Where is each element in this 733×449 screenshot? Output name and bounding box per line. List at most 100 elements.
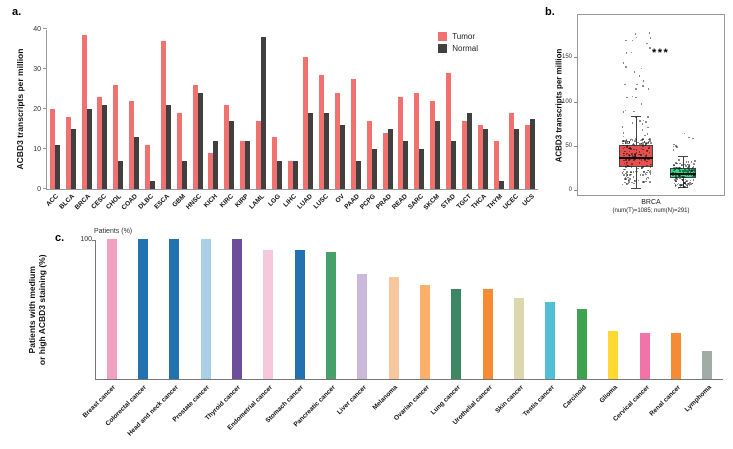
jitter-dot [692, 171, 695, 174]
jitter-dot [686, 185, 689, 187]
panel-c-slot-colorectal-cancer [127, 239, 158, 379]
panel-a-bar-tumor-prad [382, 133, 388, 189]
panel-a-bar-normal-thca [482, 129, 488, 189]
panel-a-bar-tumor-kirc [224, 105, 230, 189]
jitter-dot [679, 162, 681, 165]
jitter-dot [692, 174, 694, 177]
panel-c-slot-ovarian-cancer [409, 240, 440, 379]
jitter-dot [644, 134, 646, 137]
panel-c-bar-skin-cancer [514, 297, 525, 379]
panel-c-bar-stomach-cancer [294, 250, 305, 379]
panel-b-ytick-mark [574, 145, 577, 147]
jitter-dot [693, 169, 695, 171]
jitter-dot [631, 153, 633, 155]
jitter-dot [649, 181, 651, 183]
jitter-dot [672, 145, 675, 147]
jitter-dot [642, 165, 644, 168]
jitter-dot [648, 138, 650, 141]
jitter-dot [626, 161, 628, 164]
panel-a-bars [47, 30, 538, 189]
legend-item-normal: Normal [438, 44, 478, 53]
panel-a-bar-group-dlbc [142, 30, 158, 189]
jitter-dot [637, 153, 640, 155]
jitter-dot [638, 151, 641, 153]
jitter-dot [622, 132, 625, 134]
jitter-dot [645, 142, 647, 145]
jitter-dot [626, 183, 628, 185]
panel-a-bar-group-stad [443, 30, 459, 189]
jitter-dot [640, 143, 642, 145]
panel-a-bar-group-cesc [95, 30, 111, 189]
jitter-dot [675, 180, 677, 182]
panel-a-bar-group-laml [253, 30, 269, 189]
jitter-dot [644, 159, 646, 161]
jitter-dot [678, 168, 680, 170]
jitter-dot [634, 155, 636, 158]
jitter-dot [634, 154, 636, 156]
jitter-dot [627, 182, 630, 184]
jitter-dot [631, 181, 633, 184]
jitter-dot [627, 179, 630, 182]
jitter-dot [625, 166, 627, 168]
jitter-dot [633, 144, 636, 146]
jitter-dot [633, 182, 635, 185]
jitter-dot [683, 186, 685, 188]
panel-a-plot: 0 10 20 30 40 Tumor Normal ACC BLCA BRCA CESC CH… [33, 26, 538, 211]
jitter-dot [624, 165, 627, 168]
panel-a-bar-normal-hnsc [197, 93, 203, 189]
jitter-dot [642, 80, 645, 82]
jitter-dot [623, 154, 625, 157]
panel-c-ytick-label: 100 [80, 236, 92, 243]
jitter-dot [677, 182, 680, 185]
panel-a-xlabels: ACC BLCA BRCA CESC CHOL COAD DLBC ESCA GBM HNSC KI… [45, 191, 538, 233]
jitter-dot [684, 176, 686, 179]
jitter-dot [643, 141, 646, 143]
jitter-dot [640, 147, 642, 149]
panel-a-bar-group-kirp [237, 30, 253, 189]
jitter-dot [622, 147, 624, 150]
jitter-dot [627, 142, 629, 144]
jitter-dot [638, 143, 641, 145]
jitter-dot [638, 75, 640, 77]
panel-a-bar-group-lusc [316, 30, 332, 189]
jitter-dot [678, 166, 680, 169]
jitter-dot [679, 170, 681, 172]
jitter-dot [623, 157, 626, 159]
panel-b-label: b. [545, 6, 555, 18]
whisker-upper-tumor [636, 115, 637, 145]
panel-b-ytick-mark [574, 190, 577, 191]
panel-c-slot-prostate-cancer [190, 239, 221, 379]
jitter-dot [624, 150, 626, 152]
panel-c-slot-renal-cancer [660, 240, 691, 379]
jitter-dot [674, 171, 677, 174]
jitter-dot [623, 146, 626, 149]
panel-a-bar-tumor-ucec [509, 113, 515, 189]
jitter-dot [638, 156, 640, 159]
jitter-dot [689, 171, 692, 174]
jitter-dot [630, 173, 632, 176]
panel-c-bars [96, 239, 723, 379]
jitter-dot [642, 143, 644, 145]
jitter-dot [630, 148, 632, 150]
jitter-dot [622, 170, 625, 172]
panel-a-bar-tumor-blca [65, 117, 71, 189]
jitter-dot [625, 159, 627, 161]
panel-a-bar-group-esca [158, 30, 174, 189]
panel-c-label: c. [55, 232, 65, 244]
panel-a-bar-normal-pcpg [371, 149, 377, 189]
jitter-dot [679, 185, 682, 188]
jitter-dot [626, 171, 628, 173]
panel-c-bar-endometrial-cancer [263, 250, 274, 379]
jitter-dot [625, 175, 628, 177]
jitter-dot [621, 183, 624, 185]
jitter-dot [650, 163, 652, 166]
panel-a-bar-group-skcm [427, 30, 443, 189]
jitter-dot [625, 163, 628, 166]
jitter-dot [634, 155, 637, 157]
jitter-dot [648, 151, 651, 154]
jitter-dot [631, 139, 634, 141]
jitter-dot [639, 120, 641, 122]
jitter-dot [676, 162, 678, 165]
jitter-dot [643, 171, 645, 173]
panel-a-bar-tumor-esca [160, 41, 166, 189]
